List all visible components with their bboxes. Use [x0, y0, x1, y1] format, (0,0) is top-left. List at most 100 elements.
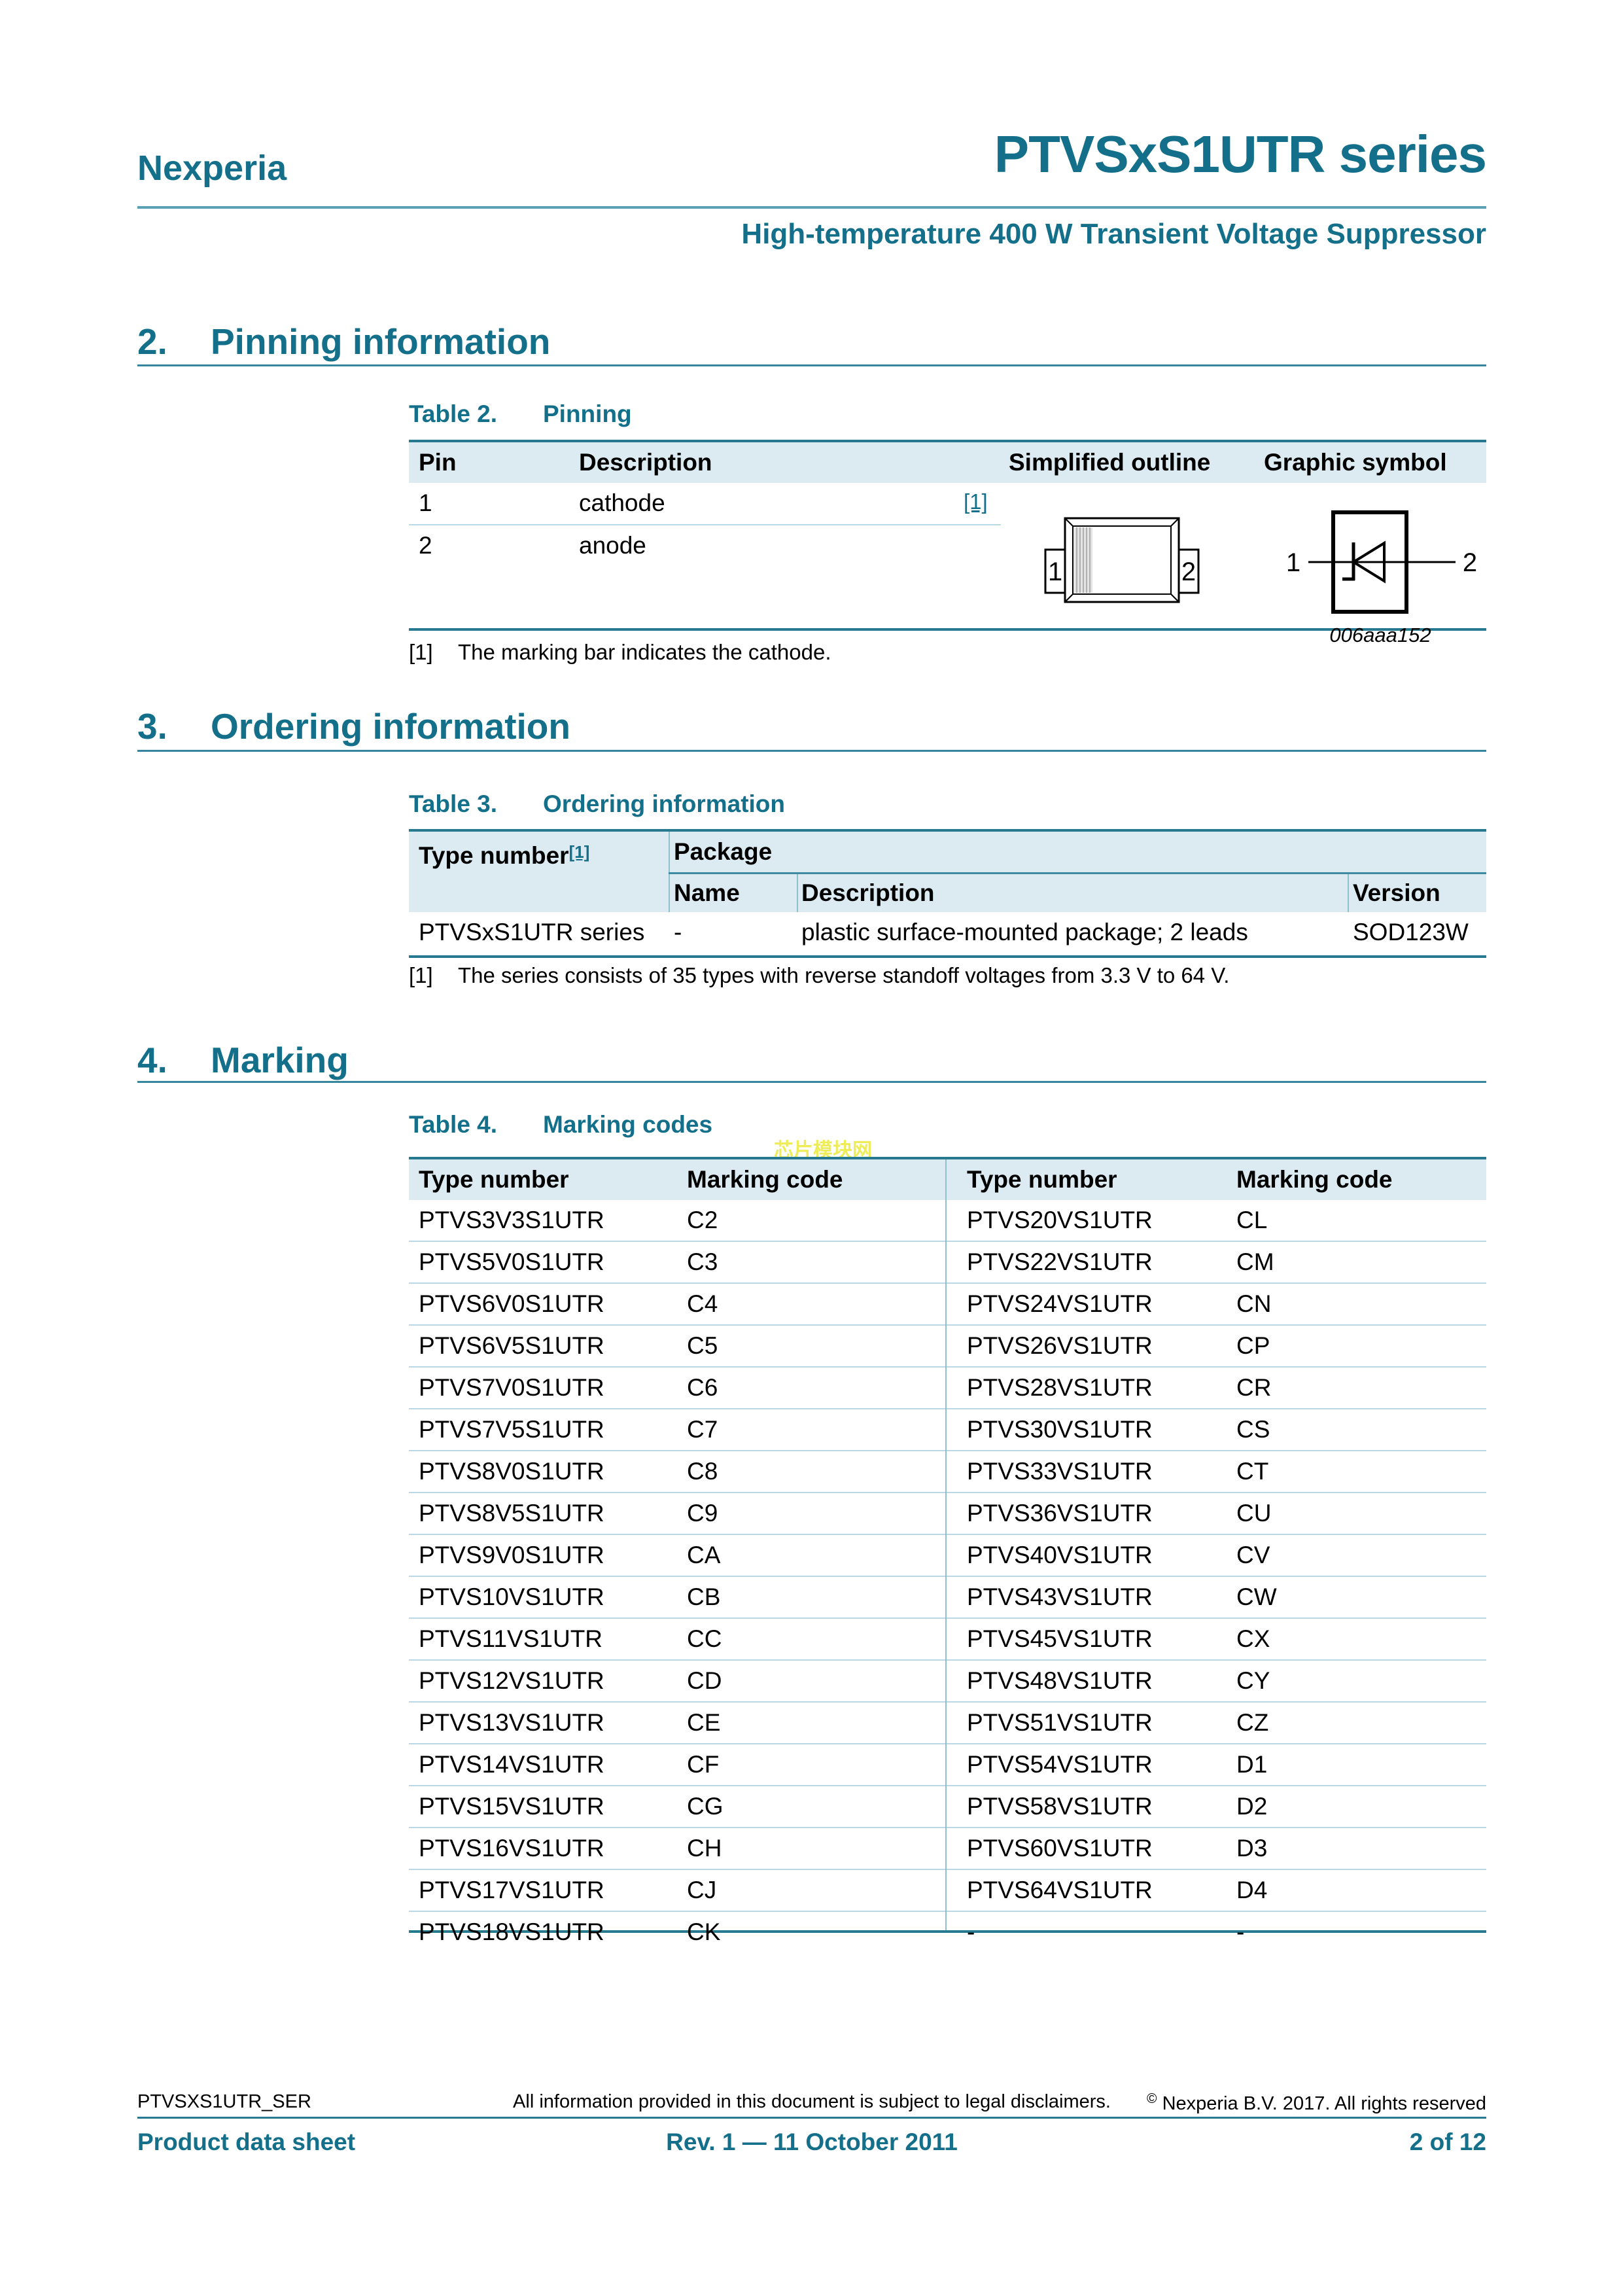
section-2-number: 2. — [137, 321, 167, 362]
type-number-cell: PTVS17VS1UTR — [419, 1877, 604, 1903]
pin-description-cell: cathode — [579, 489, 665, 516]
marking-table-row: PTVS12VS1UTR CD PTVS48VS1UTR CY — [409, 1661, 1486, 1703]
header-divider — [797, 874, 798, 912]
marking-code-cell: C2 — [687, 1207, 718, 1233]
section-4-title: Marking — [211, 1040, 349, 1080]
marking-col-type-number-left: Type number — [419, 1166, 569, 1193]
section-4-number: 4. — [137, 1040, 167, 1080]
type-number-cell: PTVS5V0S1UTR — [419, 1248, 604, 1275]
marking-col-marking-code-left: Marking code — [687, 1166, 843, 1193]
marking-code-cell: CM — [1236, 1248, 1274, 1275]
marking-code-cell: CE — [687, 1709, 721, 1736]
marking-code-cell: CK — [687, 1918, 721, 1945]
package-outline-drawing: 1 2 — [1044, 517, 1200, 603]
section-2-title: Pinning information — [211, 321, 551, 362]
section-4-rule — [137, 1081, 1486, 1083]
type-number-cell: PTVS24VS1UTR — [967, 1290, 1153, 1317]
section-3-number: 3. — [137, 706, 167, 747]
marking-table-row: PTVS11VS1UTR CC PTVS45VS1UTR CX — [409, 1619, 1486, 1661]
marking-code-cell: C5 — [687, 1332, 718, 1359]
footer-rule — [137, 2117, 1486, 2119]
table3-caption-title: Ordering information — [543, 790, 785, 817]
marking-code-cell: C4 — [687, 1290, 718, 1317]
type-number-cell: PTVS33VS1UTR — [967, 1458, 1153, 1485]
table4-caption-label: Table 4. — [409, 1111, 498, 1138]
footnote-ref-link[interactable]: [1] — [568, 842, 590, 862]
type-number-cell: PTVS48VS1UTR — [967, 1667, 1153, 1694]
marking-code-cell: D3 — [1236, 1835, 1268, 1862]
type-number-cell: - — [967, 1918, 975, 1945]
outline-pin1-label: 1 — [1048, 557, 1062, 586]
marking-table-row: PTVS15VS1UTR CG PTVS58VS1UTR D2 — [409, 1786, 1486, 1828]
type-number-cell: PTVS40VS1UTR — [967, 1542, 1153, 1568]
type-number-cell: PTVS14VS1UTR — [419, 1751, 604, 1778]
ordering-table: Type number[1] Package Name Description … — [409, 829, 1486, 958]
footer-page-number: 2 of 12 — [1409, 2128, 1486, 2155]
marking-code-cell: C9 — [687, 1500, 718, 1527]
type-number-cell: PTVS43VS1UTR — [967, 1583, 1153, 1610]
type-number-cell: PTVS64VS1UTR — [967, 1877, 1153, 1903]
type-number-cell: PTVS51VS1UTR — [967, 1709, 1153, 1736]
type-number-cell: PTVS7V0S1UTR — [419, 1374, 604, 1401]
header-divider — [1348, 874, 1349, 912]
pinning-table-header-band — [409, 442, 1486, 483]
outline-pin2-label: 2 — [1181, 557, 1196, 586]
footer-disclaimer: All information provided in this documen… — [513, 2091, 1111, 2112]
marking-code-cell: CW — [1236, 1583, 1277, 1610]
marking-table-row: PTVS10VS1UTR CB PTVS43VS1UTR CW — [409, 1577, 1486, 1619]
marking-code-cell: CJ — [687, 1877, 717, 1903]
package-name-cell: - — [674, 919, 682, 945]
type-number-cell: PTVS26VS1UTR — [967, 1332, 1153, 1359]
ordering-col-name: Name — [674, 879, 740, 906]
footer-revision: Rev. 1 — 11 October 2011 — [666, 2128, 958, 2155]
column-divider — [945, 1159, 947, 1930]
marking-code-cell: CT — [1236, 1458, 1269, 1485]
ordering-col-type-number: Type number[1] — [419, 842, 590, 869]
table2-footnote-marker: [1] — [409, 640, 433, 664]
marking-code-cell: CV — [1236, 1542, 1270, 1568]
pinning-col-desc: Description — [579, 449, 712, 476]
symbol-pin1-label: 1 — [1286, 548, 1300, 577]
marking-col-type-number-right: Type number — [967, 1166, 1117, 1193]
diode-triangle — [1351, 540, 1386, 584]
marking-table-row: PTVS16VS1UTR CH PTVS60VS1UTR D3 — [409, 1828, 1486, 1870]
header-rule — [137, 206, 1486, 209]
type-number-cell: PTVS36VS1UTR — [967, 1500, 1153, 1527]
type-number-cell: PTVS6V0S1UTR — [419, 1290, 604, 1317]
pin1-lead — [1044, 548, 1066, 594]
type-number-cell: PTVS20VS1UTR — [967, 1207, 1153, 1233]
header-divider — [669, 832, 670, 912]
type-number-cell: PTVS3V3S1UTR — [419, 1207, 604, 1233]
marking-code-cell: CB — [687, 1583, 721, 1610]
marking-code-cell: C8 — [687, 1458, 718, 1485]
type-number-cell: PTVS60VS1UTR — [967, 1835, 1153, 1862]
marking-code-cell: D2 — [1236, 1793, 1268, 1820]
section-3-rule — [137, 750, 1486, 752]
marking-code-cell: CN — [1236, 1290, 1272, 1317]
doc-subtitle: High-temperature 400 W Transient Voltage… — [741, 218, 1486, 250]
package-version-cell: SOD123W — [1353, 919, 1469, 945]
marking-code-cell: CU — [1236, 1500, 1272, 1527]
marking-code-cell: CX — [1236, 1625, 1270, 1652]
type-number-cell: PTVS58VS1UTR — [967, 1793, 1153, 1820]
type-number-cell: PTVS30VS1UTR — [967, 1416, 1153, 1443]
type-number-cell: PTVS22VS1UTR — [967, 1248, 1153, 1275]
marking-col-marking-code-right: Marking code — [1236, 1166, 1393, 1193]
ordering-col-package: Package — [674, 838, 773, 865]
marking-table-row: PTVS14VS1UTR CF PTVS54VS1UTR D1 — [409, 1744, 1486, 1786]
type-number-cell: PTVS15VS1UTR — [419, 1793, 604, 1820]
marking-table-row: PTVS17VS1UTR CJ PTVS64VS1UTR D4 — [409, 1870, 1486, 1912]
footer-doc-type: Product data sheet — [137, 2128, 356, 2155]
marking-table-row: PTVS6V0S1UTR C4 PTVS24VS1UTR CN — [409, 1284, 1486, 1326]
marking-code-cell: CG — [687, 1793, 724, 1820]
footnote-ref-link[interactable]: [1] — [964, 489, 988, 514]
type-number-cell: PTVS16VS1UTR — [419, 1835, 604, 1862]
marking-code-cell: - — [1236, 1918, 1245, 1945]
copyright-symbol: © — [1147, 2091, 1157, 2106]
marking-table: Type number Marking code Type number Mar… — [409, 1157, 1486, 1945]
footer-doc-id: PTVSXS1UTR_SER — [137, 2091, 311, 2112]
table3-footnote-text: The series consists of 35 types with rev… — [458, 963, 1230, 987]
marking-code-cell: CR — [1236, 1374, 1272, 1401]
marking-code-cell: CH — [687, 1835, 722, 1862]
